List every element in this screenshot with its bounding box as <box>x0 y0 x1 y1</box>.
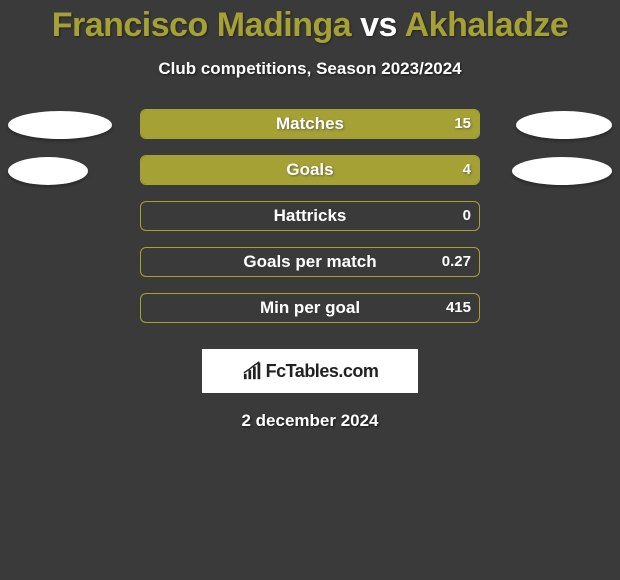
bar-label: Matches <box>141 110 479 138</box>
left-oval <box>8 111 112 139</box>
comparison-infographic: Francisco Madinga vs Akhaladze Club comp… <box>0 0 620 580</box>
bar-value: 0.27 <box>442 248 471 276</box>
bar-track: Goals4 <box>140 155 480 185</box>
stat-row: Matches15 <box>0 105 620 151</box>
bar-label: Goals <box>141 156 479 184</box>
player2-name: Akhaladze <box>405 6 569 44</box>
logo-text: FcTables.com <box>266 361 379 382</box>
bar-value: 4 <box>463 156 471 184</box>
date-text: 2 december 2024 <box>0 411 620 431</box>
bar-value: 15 <box>454 110 471 138</box>
vs-text: vs <box>360 6 397 44</box>
fctables-logo: FcTables.com <box>202 349 418 393</box>
bar-track: Hattricks0 <box>140 201 480 231</box>
subtitle: Club competitions, Season 2023/2024 <box>0 59 620 79</box>
bar-value: 415 <box>446 294 471 322</box>
right-oval <box>516 111 612 139</box>
stat-row: Min per goal415 <box>0 289 620 335</box>
bar-chart-icon <box>242 361 264 381</box>
bar-label: Min per goal <box>141 294 479 322</box>
bar-track: Matches15 <box>140 109 480 139</box>
stat-row: Goals4 <box>0 151 620 197</box>
bar-label: Hattricks <box>141 202 479 230</box>
right-oval <box>512 157 612 185</box>
player1-name: Francisco Madinga <box>52 6 351 44</box>
bar-track: Min per goal415 <box>140 293 480 323</box>
stat-row: Goals per match0.27 <box>0 243 620 289</box>
page-title: Francisco Madinga vs Akhaladze <box>0 0 620 45</box>
stat-row: Hattricks0 <box>0 197 620 243</box>
bar-track: Goals per match0.27 <box>140 247 480 277</box>
left-oval <box>8 157 88 185</box>
stats-chart: Matches15 Goals4 Hattricks0 Goals per match… <box>0 105 620 335</box>
bar-label: Goals per match <box>141 248 479 276</box>
bar-value: 0 <box>463 202 471 230</box>
